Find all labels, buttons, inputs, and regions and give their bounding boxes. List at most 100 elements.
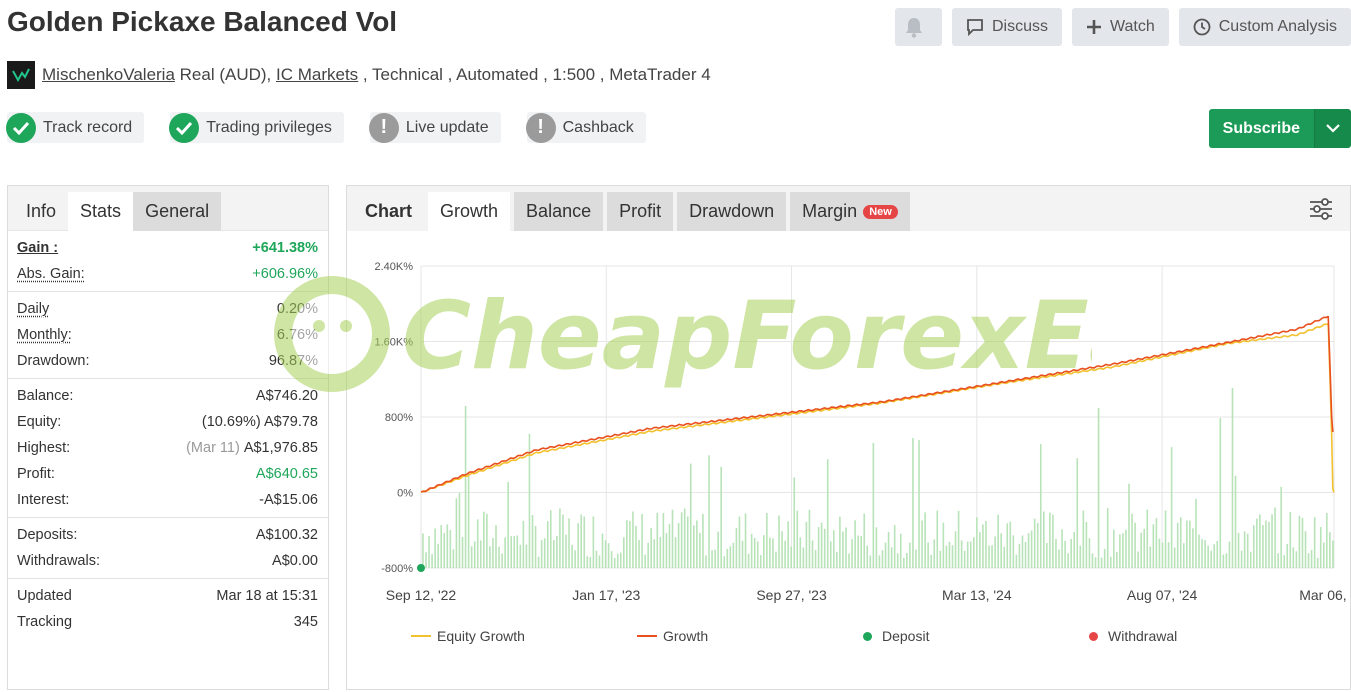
sliders-icon [1310,198,1332,220]
tab-balance[interactable]: Balance [514,192,604,231]
activity-bar [893,524,896,568]
activity-bar [1231,388,1234,568]
badge-cashback[interactable]: ! Cashback [525,112,646,143]
legend-label: Equity Growth [437,628,525,644]
activity-bar [854,520,856,568]
activity-bar [872,442,875,568]
activity-bar [875,527,878,568]
activity-bar [918,440,920,568]
activity-bar [778,515,780,568]
badge-live-update[interactable]: ! Live update [368,112,501,143]
activity-bar [1222,554,1225,568]
activity-bar [726,548,729,568]
broker-link[interactable]: IC Markets [276,65,359,84]
activity-bar [635,526,637,568]
y-tick-label: 2.40K% [374,261,413,273]
chat-icon [967,19,983,36]
activity-bar [540,540,543,568]
activity-bar [1112,529,1115,568]
activity-bar [988,545,990,568]
custom-analysis-button[interactable]: Custom Analysis [1178,8,1351,46]
tab-margin[interactable]: Margin New [790,192,910,231]
activity-bar [1243,531,1246,568]
badge-label: Trading privileges [206,118,332,136]
activity-bar [522,520,525,568]
activity-bar [960,540,963,568]
activity-bar [577,523,579,568]
activity-bar [1012,535,1015,568]
activity-bar [805,521,808,568]
tab-stats[interactable]: Stats [68,192,134,231]
activity-bar [836,551,838,568]
badge-trading-privileges[interactable]: Trading privileges [169,112,344,143]
activity-bar [966,541,969,568]
stat-label[interactable]: Abs. Gain: [17,266,85,282]
activity-bar [851,539,853,568]
activity-bar [1249,551,1252,568]
stat-label[interactable]: Monthly: [17,327,72,343]
notify-button[interactable] [894,8,942,46]
watch-button[interactable]: Watch [1071,8,1169,46]
activity-bar [437,543,439,568]
activity-bar [1286,544,1289,568]
activity-bar [939,550,942,568]
activity-bar [863,513,866,568]
activity-bar [1319,526,1322,568]
author-link[interactable]: MischenkoValeria [42,65,175,84]
activity-bar [1316,557,1319,568]
activity-bar [842,531,844,568]
tab-drawdown[interactable]: Drawdown [677,192,787,231]
tab-growth[interactable]: Growth [428,192,511,231]
activity-bar [899,533,902,568]
tab-general[interactable]: General [133,192,222,231]
activity-bar [763,535,765,568]
activity-bar [1082,510,1085,568]
subscribe-button[interactable]: Subscribe [1208,109,1314,148]
legend-label: Withdrawal [1108,628,1178,644]
activity-bar [972,537,975,568]
legend-equity-growth[interactable]: Equity Growth [411,628,637,644]
discuss-label: Discuss [991,18,1048,35]
tab-profit[interactable]: Profit [607,192,674,231]
exclamation-icon: ! [525,112,556,143]
chart-settings-button[interactable] [1308,196,1334,227]
legend-deposit[interactable]: Deposit [863,628,1089,644]
account-type: Real (AUD), [174,65,276,84]
activity-bar [656,512,659,568]
activity-bar [1079,545,1082,568]
legend-withdrawal[interactable]: Withdrawal [1089,628,1315,644]
activity-bar [1307,553,1310,568]
activity-bar [549,510,552,568]
account-details: , Technical , Automated , 1:500 , MetaTr… [358,65,711,84]
stat-label[interactable]: Gain : [17,240,59,256]
activity-bar [1225,553,1228,568]
activity-bar [1158,538,1161,568]
activity-bar [1125,529,1127,568]
activity-bar [604,540,607,568]
legend-growth[interactable]: Growth [637,628,863,644]
activity-bar [1195,498,1197,568]
activity-bar [1046,542,1048,568]
activity-bar [811,540,814,568]
activity-bar [1173,547,1176,568]
stat-value: 96.87% [268,353,318,369]
activity-bar [991,545,993,568]
activity-bar [1128,483,1130,568]
subscribe-dropdown[interactable] [1314,109,1351,148]
rates-group: Daily 0.20% Monthly: 6.76% Drawdown: 96.… [8,292,328,379]
clock-icon [1193,18,1211,36]
activity-bar [1009,521,1012,568]
activity-bar [543,538,546,568]
activity-bar [982,524,984,568]
stats-tabs: Info Stats General [8,186,328,231]
stat-label[interactable]: Daily [17,301,50,317]
activity-bar [896,553,899,568]
activity-bar [1204,539,1206,568]
activity-bar [732,542,735,568]
activity-bar [510,536,513,568]
activity-bar [467,472,470,568]
tab-info[interactable]: Info [26,201,57,221]
badge-track-record[interactable]: Track record [6,112,145,143]
discuss-button[interactable]: Discuss [951,8,1062,46]
activity-bar [985,521,987,568]
